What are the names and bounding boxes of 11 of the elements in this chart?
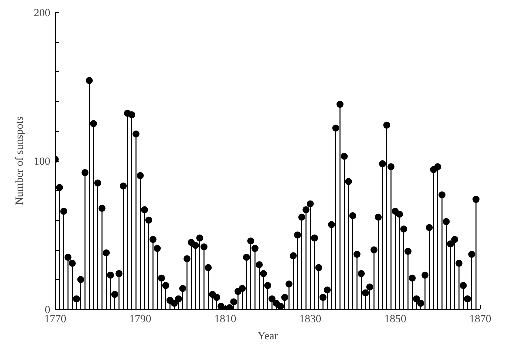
y-axis-title: Number of sunspots <box>14 116 26 206</box>
x-tick-label: 1790 <box>130 314 152 326</box>
y-tick-label: 200 <box>34 8 51 20</box>
x-tick-label: 1770 <box>44 314 67 326</box>
x-tick-label: 1850 <box>384 314 407 326</box>
y-tick-label: 0 <box>45 304 51 316</box>
y-tick-label: 100 <box>34 156 51 168</box>
x-tick-label: 1870 <box>470 314 492 326</box>
x-tick-label: 1810 <box>214 314 237 326</box>
x-tick-label: 1830 <box>300 314 322 326</box>
x-axis-title: Year <box>258 330 278 342</box>
